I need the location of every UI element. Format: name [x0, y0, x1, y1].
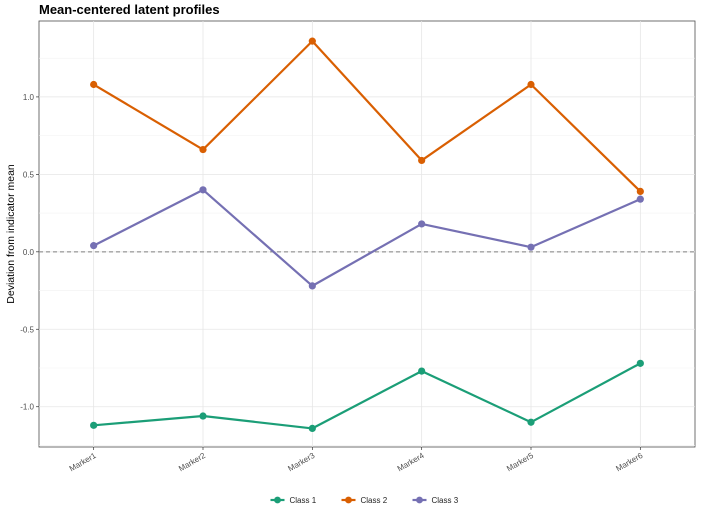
data-point — [90, 421, 98, 429]
legend-key-point — [345, 496, 352, 504]
data-point — [636, 195, 644, 203]
legend-item: Class 2 — [341, 496, 388, 505]
data-point — [308, 37, 316, 45]
data-point — [90, 80, 98, 89]
x-tick-label: Marker3 — [286, 451, 316, 474]
data-point — [308, 282, 316, 290]
data-point — [418, 367, 426, 375]
y-tick-label: 1.0 — [23, 93, 35, 102]
x-tick-label: Marker5 — [505, 451, 535, 474]
y-tick-label: 0.0 — [23, 248, 35, 257]
series-layer — [90, 37, 644, 433]
data-point — [418, 156, 426, 165]
chart-title: Mean-centered latent profiles — [39, 2, 220, 17]
data-point — [418, 220, 426, 228]
series-line — [93, 362, 641, 430]
data-point — [199, 145, 207, 154]
y-axis-title: Deviation from indicator mean — [5, 164, 17, 304]
grid-minor — [39, 57, 695, 446]
x-tick-label: Marker1 — [68, 451, 98, 474]
series-line — [93, 188, 641, 287]
series-2 — [90, 37, 644, 195]
legend-label: Class 3 — [432, 496, 459, 505]
x-axis: Marker1 Marker2 Marker3 Marker4 Marker5 Marke… — [68, 447, 645, 473]
data-point — [199, 186, 207, 194]
legend-item: Class 1 — [270, 496, 317, 505]
y-tick-label: -0.5 — [20, 325, 34, 334]
data-point — [636, 187, 644, 195]
data-point — [308, 424, 316, 433]
grid-major — [39, 21, 695, 447]
series-3 — [90, 186, 644, 290]
y-axis: -1.0 -0.5 0.0 0.5 1.0 — [20, 93, 39, 412]
legend: Class 1 Class 2 Class 3 — [270, 496, 459, 505]
x-tick-label: Marker6 — [614, 451, 644, 474]
data-point — [90, 242, 98, 250]
legend-label: Class 2 — [361, 496, 388, 505]
data-point — [636, 359, 644, 367]
data-point — [199, 412, 207, 420]
y-tick-label: 0.5 — [23, 170, 35, 179]
series-line — [93, 40, 642, 193]
x-tick-label: Marker2 — [177, 451, 207, 474]
y-tick-label: -1.0 — [20, 403, 34, 412]
series-1 — [90, 359, 644, 433]
legend-label: Class 1 — [290, 496, 317, 505]
data-point — [527, 80, 535, 89]
data-point — [527, 418, 535, 426]
x-tick-label: Marker4 — [396, 451, 426, 474]
legend-key-point — [274, 496, 281, 504]
data-point — [527, 243, 535, 251]
legend-key-point — [416, 496, 423, 504]
legend-item: Class 3 — [412, 496, 459, 505]
plot-panel — [38, 20, 696, 448]
